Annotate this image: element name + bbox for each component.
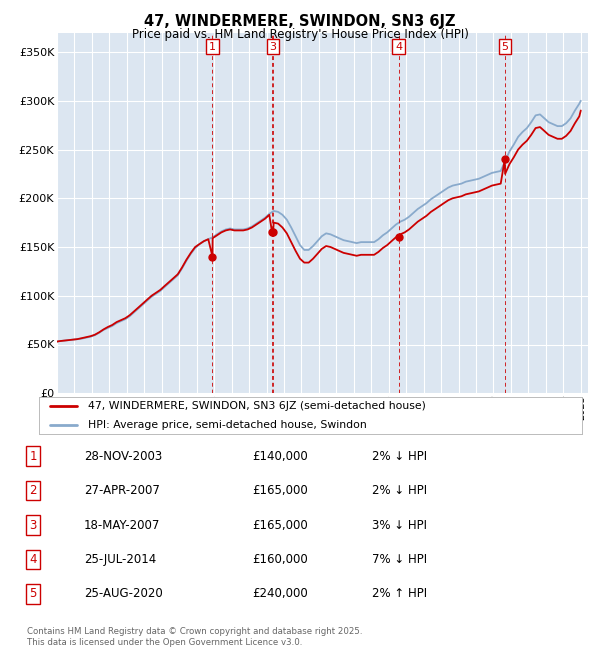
Text: 5: 5 (501, 42, 508, 51)
Text: 3% ↓ HPI: 3% ↓ HPI (372, 519, 427, 532)
Text: 1: 1 (209, 42, 216, 51)
Text: £240,000: £240,000 (252, 588, 308, 601)
Text: 2% ↓ HPI: 2% ↓ HPI (372, 450, 427, 463)
Text: £165,000: £165,000 (252, 484, 308, 497)
Text: £165,000: £165,000 (252, 519, 308, 532)
Text: 18-MAY-2007: 18-MAY-2007 (84, 519, 160, 532)
Text: 27-APR-2007: 27-APR-2007 (84, 484, 160, 497)
Text: 2% ↓ HPI: 2% ↓ HPI (372, 484, 427, 497)
Text: 25-AUG-2020: 25-AUG-2020 (84, 588, 163, 601)
Text: 2: 2 (29, 484, 37, 497)
Text: 25-JUL-2014: 25-JUL-2014 (84, 553, 156, 566)
Text: 7% ↓ HPI: 7% ↓ HPI (372, 553, 427, 566)
Text: 47, WINDERMERE, SWINDON, SN3 6JZ: 47, WINDERMERE, SWINDON, SN3 6JZ (144, 14, 456, 29)
Text: 4: 4 (29, 553, 37, 566)
Text: 28-NOV-2003: 28-NOV-2003 (84, 450, 162, 463)
Text: 47, WINDERMERE, SWINDON, SN3 6JZ (semi-detached house): 47, WINDERMERE, SWINDON, SN3 6JZ (semi-d… (88, 401, 426, 411)
Text: 4: 4 (395, 42, 402, 51)
Text: 3: 3 (269, 42, 277, 51)
Text: Price paid vs. HM Land Registry's House Price Index (HPI): Price paid vs. HM Land Registry's House … (131, 28, 469, 41)
Text: HPI: Average price, semi-detached house, Swindon: HPI: Average price, semi-detached house,… (88, 420, 367, 430)
Text: 1: 1 (29, 450, 37, 463)
Text: £160,000: £160,000 (252, 553, 308, 566)
Text: 2% ↑ HPI: 2% ↑ HPI (372, 588, 427, 601)
Text: Contains HM Land Registry data © Crown copyright and database right 2025.
This d: Contains HM Land Registry data © Crown c… (27, 627, 362, 647)
Text: £140,000: £140,000 (252, 450, 308, 463)
Text: 3: 3 (29, 519, 37, 532)
Text: 5: 5 (29, 588, 37, 601)
